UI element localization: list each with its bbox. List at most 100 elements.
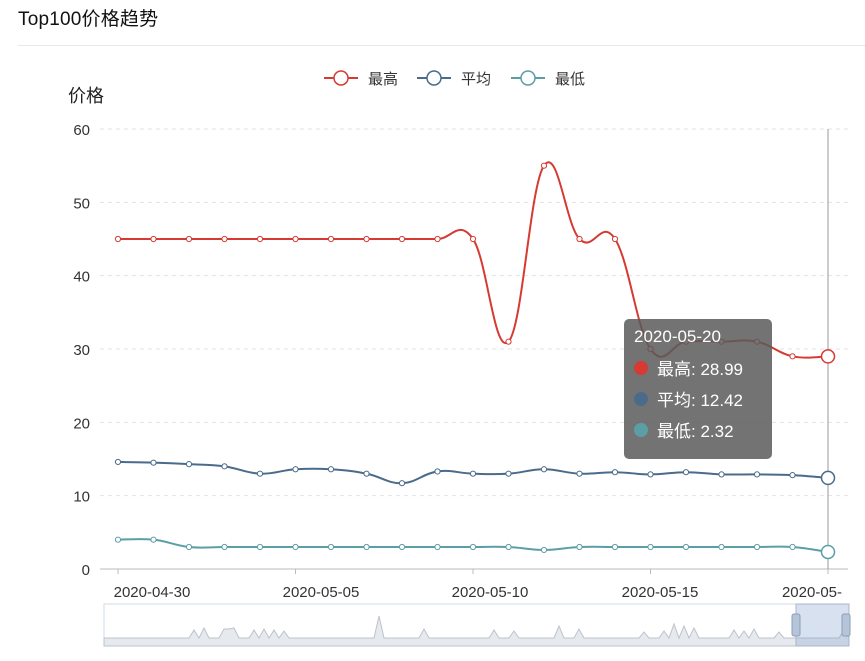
data-point — [753, 543, 761, 551]
data-point — [647, 543, 654, 551]
data-point — [753, 471, 761, 478]
zoom-handle-grip — [791, 613, 801, 637]
tooltip-dot-avg — [634, 391, 648, 406]
data-point — [611, 469, 619, 476]
data-point — [185, 461, 193, 468]
data-point — [292, 466, 299, 473]
data-point — [363, 470, 370, 477]
data-point — [682, 469, 690, 476]
data-point — [150, 235, 157, 243]
data-point — [540, 466, 548, 473]
data-point — [114, 536, 122, 543]
data-point — [150, 536, 157, 543]
data-point — [398, 543, 406, 551]
x-tick-label: 2020-05-15 — [622, 584, 699, 601]
tooltip-date: 2020-05-20 — [634, 327, 721, 346]
zoom-handle-right[interactable] — [841, 613, 851, 637]
data-point — [434, 468, 441, 475]
data-point — [576, 543, 583, 551]
data-point — [505, 470, 512, 477]
legend-marker — [426, 70, 442, 86]
tooltip-dot-min — [634, 422, 648, 437]
zoom-handle-grip — [841, 613, 851, 637]
legend-item-2[interactable]: 最低 — [511, 70, 585, 88]
y-tick-label: 60 — [73, 122, 90, 139]
data-point — [540, 162, 548, 169]
data-point — [505, 338, 512, 345]
data-point — [789, 543, 796, 551]
tooltip-label-min: 最低: 2.32 — [657, 422, 734, 441]
data-point — [647, 471, 654, 478]
data-point — [256, 470, 264, 477]
data-point — [327, 235, 335, 243]
tooltip-row-avg: 平均: 12.42 — [634, 383, 762, 414]
data-point — [256, 235, 264, 243]
zoom-selection[interactable] — [795, 603, 850, 647]
data-point — [682, 543, 690, 551]
data-point — [398, 235, 406, 243]
data-point — [611, 235, 619, 243]
chart-tooltip: 2020-05-20 最高: 28.99 平均: 12.42 最低: 2.32 — [624, 319, 772, 459]
y-axis: 0 10 20 30 40 50 60 价格 — [68, 86, 104, 579]
data-point — [256, 543, 264, 551]
data-point — [540, 546, 548, 554]
data-point — [185, 235, 193, 243]
y-tick-label: 10 — [73, 489, 90, 506]
data-point — [363, 235, 370, 243]
y-axis-title: 价格 — [68, 86, 104, 106]
legend-label: 平均 — [461, 71, 491, 88]
data-point — [292, 235, 299, 243]
data-point — [469, 543, 477, 551]
data-point — [221, 463, 228, 470]
x-tick-label: 2020-04-30 — [114, 584, 191, 601]
tooltip-row-min: 最低: 2.32 — [634, 414, 762, 445]
data-point — [398, 480, 406, 487]
y-tick-label: 40 — [73, 269, 90, 286]
tooltip-label-max: 最高: 28.99 — [657, 360, 743, 379]
data-point — [611, 543, 619, 551]
data-point — [576, 235, 583, 243]
tooltip-row-max: 最高: 28.99 — [634, 352, 762, 383]
x-tick-label: 2020-05-05 — [283, 584, 360, 601]
data-point — [505, 543, 512, 551]
page-title: Top100价格趋势 — [18, 9, 159, 30]
data-point — [292, 543, 299, 551]
data-point — [576, 470, 583, 477]
data-point — [327, 466, 335, 473]
y-tick-label: 0 — [82, 562, 90, 579]
data-point — [434, 543, 441, 551]
data-point — [114, 458, 122, 466]
data-point — [150, 459, 157, 466]
data-point — [469, 470, 477, 477]
zoom-handle-left[interactable] — [791, 613, 801, 637]
data-point — [789, 472, 796, 479]
data-point — [469, 235, 477, 243]
y-tick-label: 20 — [73, 415, 90, 432]
data-point — [221, 235, 228, 243]
data-point — [718, 543, 725, 551]
legend-marker — [520, 70, 536, 86]
data-point — [114, 235, 122, 243]
data-point — [820, 544, 836, 560]
legend-marker — [333, 70, 349, 86]
data-point — [789, 353, 796, 360]
data-zoom-slider — [103, 603, 851, 647]
x-tick-label: 2020-05-10 — [452, 584, 529, 601]
data-point — [718, 471, 725, 478]
legend-item-0[interactable]: 最高 — [324, 70, 398, 88]
legend-item-1[interactable]: 平均 — [417, 70, 491, 88]
x-axis: 2020-04-30 2020-05-05 2020-05-10 2020-05-15… — [100, 129, 848, 601]
y-tick-label: 30 — [73, 342, 90, 359]
data-point — [820, 349, 836, 364]
tooltip-label-avg: 平均: 12.42 — [657, 391, 743, 410]
data-point — [327, 543, 335, 551]
y-tick-label: 50 — [73, 195, 90, 212]
legend-label: 最高 — [368, 71, 398, 88]
data-point — [434, 235, 441, 243]
legend: 最高 平均 最低 — [324, 70, 585, 88]
data-point — [363, 543, 370, 551]
data-point — [221, 543, 228, 551]
data-point — [185, 543, 193, 551]
zoom-overview-area — [103, 615, 850, 647]
